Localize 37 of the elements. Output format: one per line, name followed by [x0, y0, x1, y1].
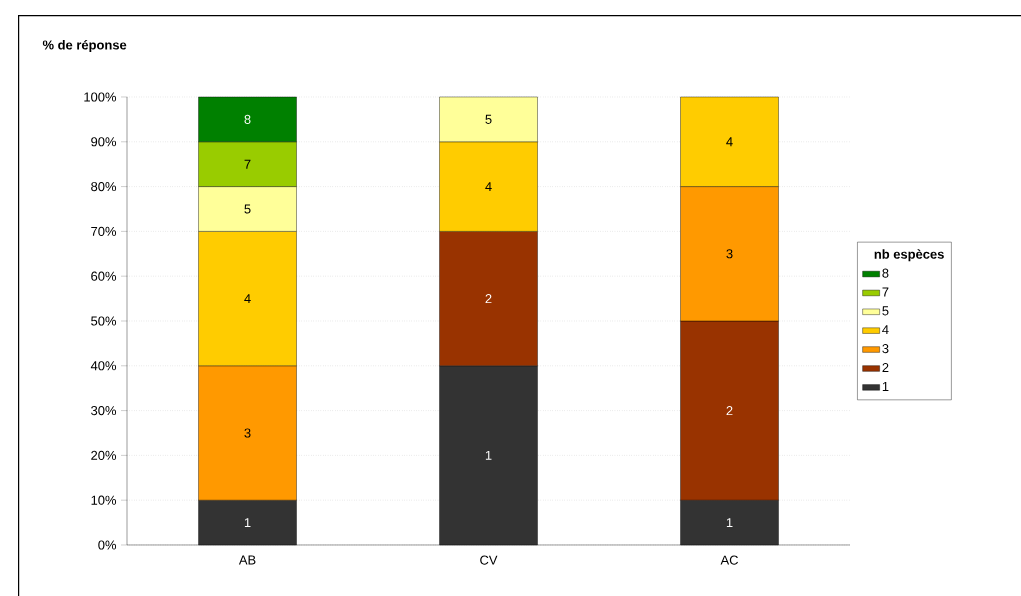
- text: 7: [244, 159, 251, 169]
- text: 2: [726, 406, 733, 416]
- y-tick-label: 100%: [84, 92, 117, 102]
- text: 2: [485, 294, 492, 304]
- legend-label: 2: [882, 363, 889, 373]
- y-tick-label: 10%: [91, 495, 117, 505]
- legend-label: 4: [882, 325, 889, 335]
- legend-label: 8: [882, 268, 889, 278]
- y-tick-label: 80%: [91, 182, 117, 192]
- text: 1: [485, 450, 492, 460]
- y-tick-label: 90%: [91, 137, 117, 147]
- legend-label: 3: [882, 344, 889, 354]
- x-tick-label: AC: [720, 555, 739, 565]
- text: 1: [726, 518, 733, 528]
- text: 3: [726, 249, 733, 259]
- text: 4: [726, 137, 733, 147]
- x-tick-label: AB: [238, 555, 256, 565]
- y-tick-label: 60%: [91, 271, 117, 281]
- text: 5: [244, 204, 251, 214]
- y-tick-label: 0%: [98, 540, 117, 550]
- text: 8: [244, 114, 251, 124]
- text: 3: [244, 428, 251, 438]
- y-axis-title: % de réponse: [42, 39, 127, 53]
- text: 4: [244, 294, 251, 304]
- y-tick-label: 30%: [91, 406, 117, 416]
- legend-label: 5: [882, 306, 889, 316]
- y-tick-label: 70%: [91, 226, 117, 236]
- text: 4: [485, 182, 492, 192]
- y-tick-label: 20%: [91, 450, 117, 460]
- legend-title: nb espèces: [874, 249, 944, 262]
- y-tick-label: 40%: [90, 361, 117, 371]
- x-tick-label: CV: [480, 555, 498, 565]
- y-tick-label: 50%: [91, 316, 117, 326]
- text: 5: [485, 114, 492, 124]
- text: 1: [244, 518, 251, 528]
- legend-label: 1: [882, 381, 889, 391]
- legend-label: 7: [882, 287, 889, 297]
